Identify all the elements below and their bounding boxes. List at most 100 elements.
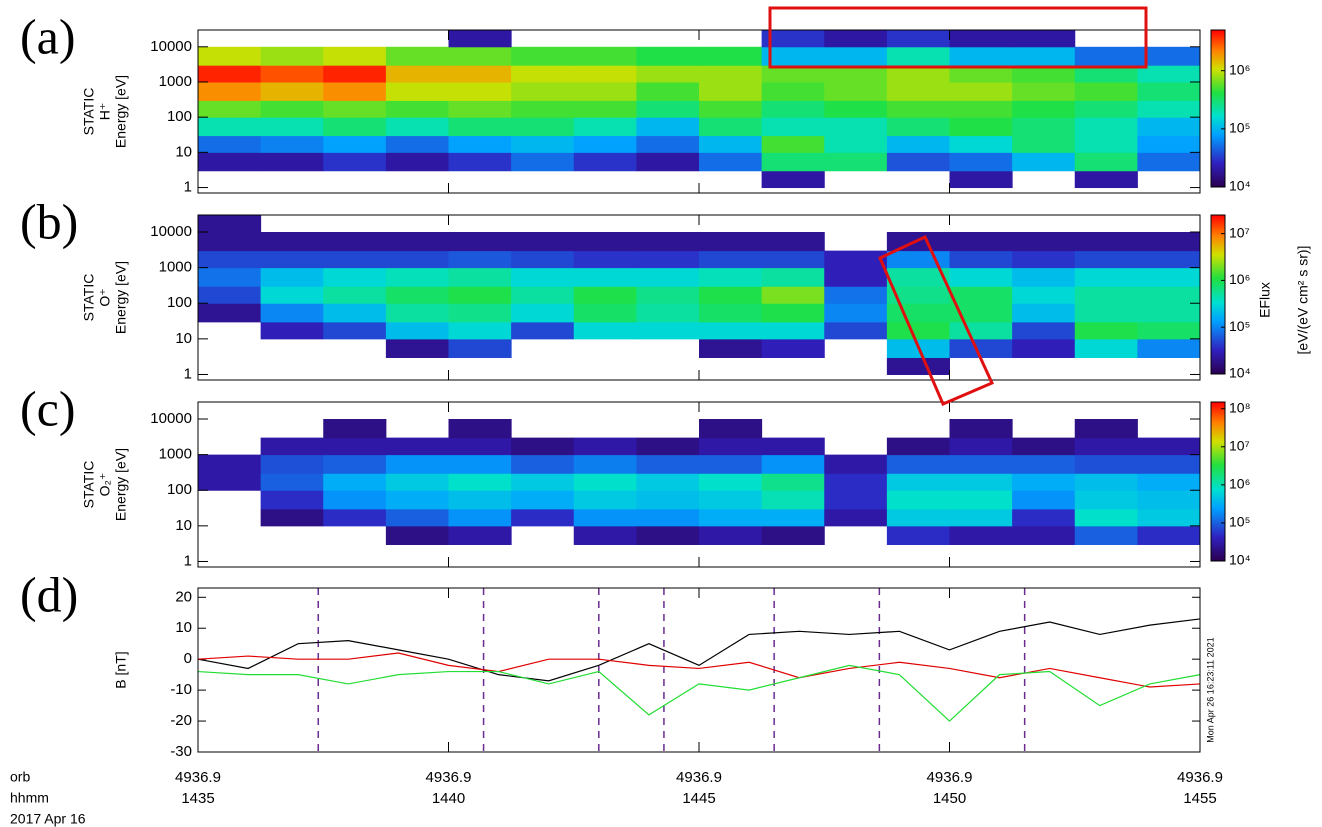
y-axis-label: STATIC	[81, 274, 97, 322]
heat-cell	[385, 81, 449, 101]
heat-cell	[1137, 321, 1201, 340]
heat-cell	[949, 152, 1013, 172]
orb-label: 4936.9	[426, 769, 472, 786]
colorbar-label: [eV/(eV cm² s sr)]	[1295, 246, 1311, 355]
heat-cell	[824, 508, 888, 527]
orb-label: 4936.9	[927, 769, 973, 786]
heat-cell	[573, 65, 637, 83]
heat-cell	[260, 100, 324, 118]
x-tick-label: 1455	[1183, 790, 1216, 807]
heat-cell	[448, 525, 512, 545]
y-tick-label: 10	[175, 143, 192, 160]
heat-cell	[824, 473, 888, 491]
heat-cell	[260, 454, 324, 474]
heat-cell	[385, 231, 449, 252]
heat-cell	[949, 231, 1013, 252]
heat-cell	[448, 490, 512, 510]
heat-cell	[1137, 303, 1201, 323]
panel-label: (a)	[20, 8, 76, 64]
b-field-line	[197, 664, 1201, 722]
heat-cell	[323, 250, 387, 269]
heat-cell	[448, 473, 512, 491]
heat-cell	[448, 250, 512, 269]
heat-cell	[949, 525, 1013, 545]
heat-cell	[886, 508, 950, 527]
heat-cell	[761, 454, 825, 474]
heat-cell	[761, 490, 825, 510]
heat-cell	[573, 46, 637, 66]
heat-cell	[448, 117, 512, 137]
heat-cell	[448, 508, 512, 527]
heat-cell	[699, 46, 763, 66]
heat-cell	[636, 231, 700, 252]
heat-cell	[761, 65, 825, 83]
heat-cell	[260, 473, 324, 491]
y-tick-label: 10	[175, 330, 192, 347]
heat-cell	[886, 454, 950, 474]
heat-cell	[761, 303, 825, 323]
heat-cell	[1012, 490, 1076, 510]
heat-cell	[1012, 454, 1076, 474]
heat-cell	[260, 286, 324, 304]
heat-cell	[761, 46, 825, 66]
heat-cell	[1137, 525, 1201, 545]
heat-cell	[448, 418, 512, 439]
heat-cell	[573, 303, 637, 323]
heat-cell	[323, 321, 387, 340]
heat-cell	[511, 46, 575, 66]
heat-cell	[323, 65, 387, 83]
heat-cell	[573, 437, 637, 456]
heat-cell	[699, 81, 763, 101]
panel-label: (b)	[20, 193, 78, 249]
heat-cell	[573, 81, 637, 101]
heat-cell	[1074, 338, 1138, 358]
heat-cell	[1074, 46, 1138, 66]
heat-cell	[886, 152, 950, 172]
heat-cell	[573, 508, 637, 527]
heat-cell	[761, 338, 825, 358]
heat-cell	[761, 152, 825, 172]
plot-frame	[197, 587, 1201, 753]
heat-cell	[636, 508, 700, 527]
colorbar-tick-label: 10⁴	[1229, 552, 1251, 568]
heat-cell	[761, 117, 825, 137]
y-tick-label: -10	[170, 681, 192, 698]
heat-cell	[824, 100, 888, 118]
heat-cell	[824, 286, 888, 304]
heat-cell	[886, 357, 950, 375]
heat-cell	[699, 65, 763, 83]
heat-cell	[886, 267, 950, 287]
heat-cell	[511, 454, 575, 474]
heat-cell	[636, 303, 700, 323]
heat-cell	[323, 286, 387, 304]
plot-frame	[197, 401, 1201, 568]
colorbar-tick-label: 10⁵	[1229, 120, 1250, 136]
heat-cell	[1012, 250, 1076, 269]
heat-cell	[1012, 100, 1076, 118]
heat-cell	[824, 303, 888, 323]
heat-cell	[1012, 46, 1076, 66]
heat-cell	[385, 321, 449, 340]
heat-cell	[886, 117, 950, 137]
heat-cell	[1137, 100, 1201, 118]
heat-cell	[260, 135, 324, 153]
heat-cell	[1074, 250, 1138, 269]
heat-cell	[1137, 267, 1201, 287]
heat-cell	[699, 508, 763, 527]
heat-cell	[511, 303, 575, 323]
y-tick-label: 1	[184, 365, 192, 382]
heat-cell	[636, 81, 700, 101]
orb-label: 4936.9	[175, 769, 221, 786]
heat-cell	[511, 100, 575, 118]
heat-cell	[573, 250, 637, 269]
heat-cell	[1012, 117, 1076, 137]
heat-cell	[260, 152, 324, 172]
heat-cell	[448, 30, 512, 48]
heat-cell	[949, 170, 1013, 189]
colorbar	[1210, 214, 1226, 375]
b-field-line	[197, 652, 1201, 688]
y-axis-label: STATIC	[81, 88, 97, 136]
heat-cell	[448, 152, 512, 172]
heat-cell	[198, 100, 262, 118]
heat-cell	[949, 46, 1013, 66]
